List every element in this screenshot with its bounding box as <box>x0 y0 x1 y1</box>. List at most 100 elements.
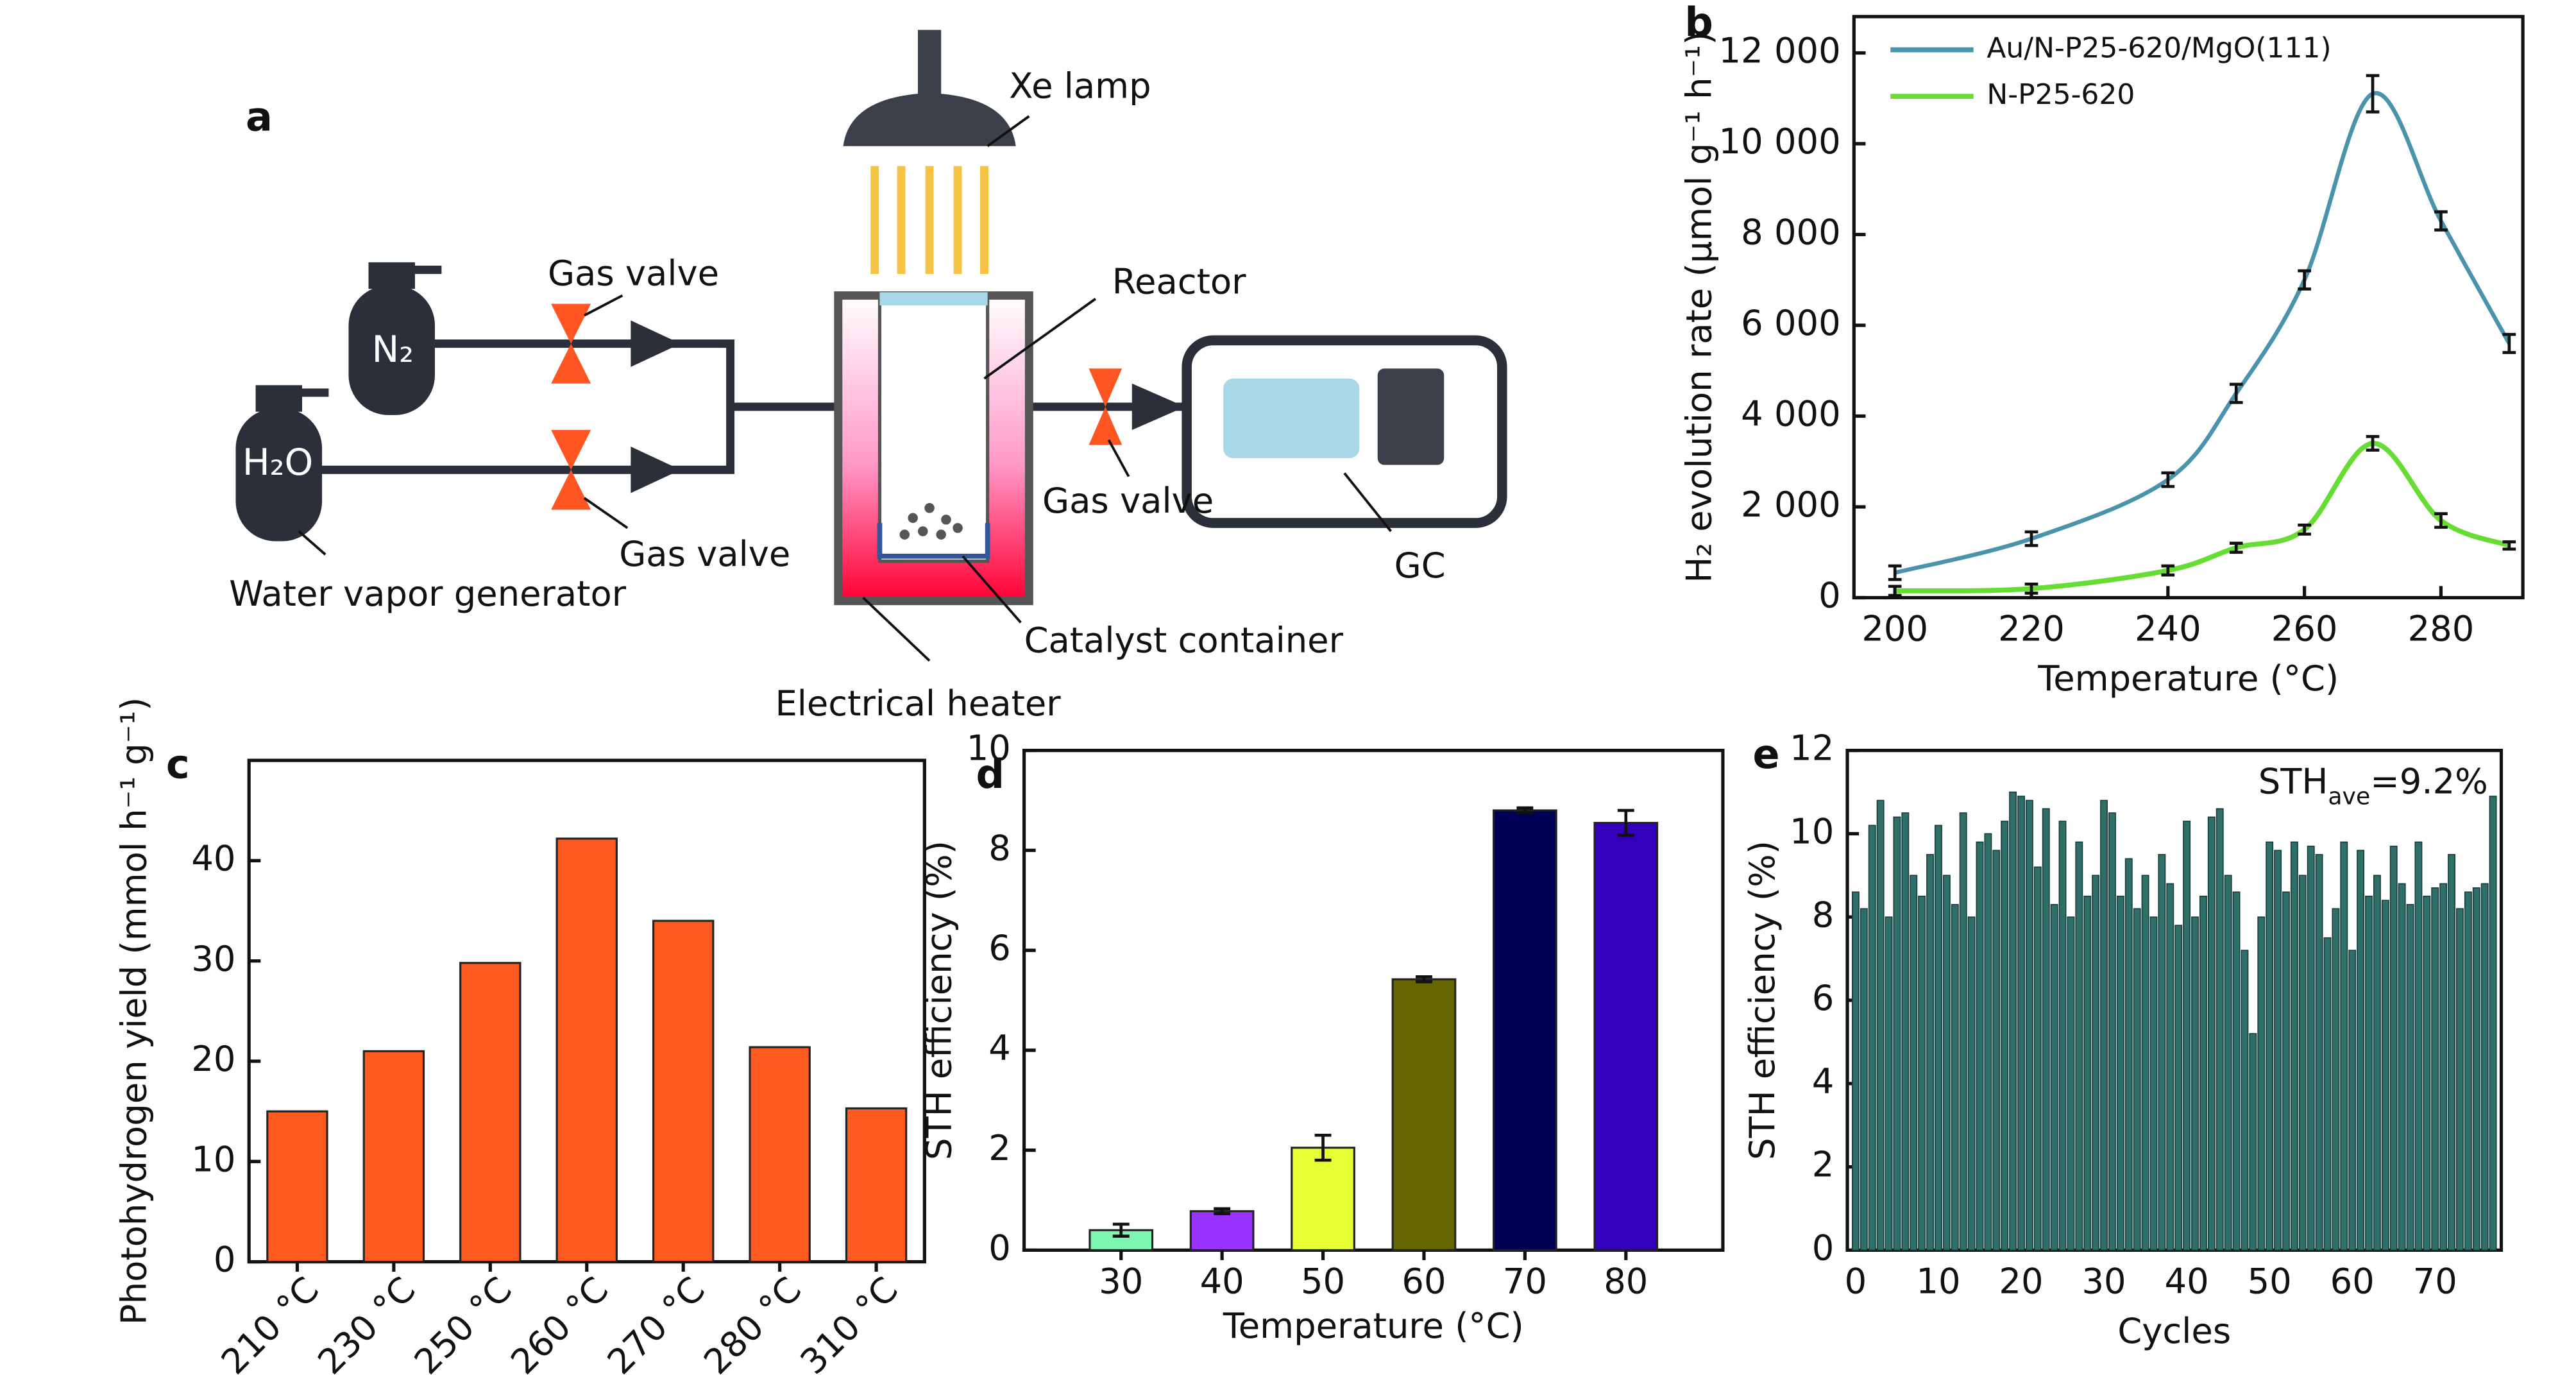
label: Xe lamp <box>1009 65 1151 106</box>
catalyst-dish <box>877 523 990 559</box>
bar <box>1868 824 1876 1251</box>
x-tick-label: 40 <box>1200 1261 1244 1301</box>
light <box>870 166 988 274</box>
error-bar <box>2298 523 2311 536</box>
panel-label: e <box>1753 731 1780 778</box>
x-tick-label: 240 <box>2135 608 2201 649</box>
y-tick-label: 6 <box>988 928 1011 968</box>
y-tick-label: 12 <box>1790 728 1834 769</box>
pointers <box>298 115 1392 662</box>
x-tick-label: 230 °C <box>310 1269 423 1375</box>
bar <box>2149 916 2158 1251</box>
y-tick-label: 6 <box>1812 978 1835 1018</box>
bar <box>2456 908 2464 1251</box>
bar <box>2315 854 2323 1251</box>
error-bar <box>1416 975 1432 984</box>
bar <box>2381 900 2389 1251</box>
x-tick-label: 270 °C <box>600 1269 713 1375</box>
bar <box>1291 1147 1355 1251</box>
bar <box>1926 854 1934 1251</box>
error-bar <box>1617 808 1634 837</box>
error-bar <box>1888 564 1902 581</box>
bar <box>1901 812 1910 1251</box>
x-tick-label: 280 °C <box>696 1269 809 1375</box>
bar <box>2257 916 2266 1251</box>
bar <box>1851 891 1860 1251</box>
bar <box>1942 875 1951 1251</box>
y-tick-label: 30 <box>191 939 235 979</box>
bar <box>2332 908 2340 1251</box>
x-tick-label: 260 °C <box>503 1269 616 1375</box>
error-bar <box>2298 269 2311 291</box>
window <box>879 292 988 306</box>
bar <box>2058 821 2067 1251</box>
bar <box>1918 895 1926 1251</box>
bar <box>2448 854 2455 1251</box>
annotation-part: =9.2% <box>2370 761 2488 801</box>
bar <box>266 1110 328 1263</box>
y-axis-title: STH efficiency (%) <box>919 841 959 1160</box>
panel-label: d <box>976 751 1004 798</box>
bar <box>2290 841 2298 1251</box>
arrows <box>631 320 1185 493</box>
error-bar <box>2434 512 2448 529</box>
bar <box>2067 916 2075 1251</box>
bar <box>2348 950 2357 1251</box>
x-tick-label: 200 <box>1861 608 1928 649</box>
bar <box>2298 875 2307 1251</box>
y-tick-label: 0 <box>1812 1228 1835 1268</box>
lamp-stem <box>917 30 942 100</box>
x-tick-label: 280 <box>2408 608 2475 649</box>
bar <box>2183 821 2191 1251</box>
y-axis-title: STH efficiency (%) <box>1742 841 1783 1160</box>
error-bar <box>2161 471 2175 488</box>
y-tick-label: 8 <box>988 828 1011 868</box>
bar <box>2025 799 2033 1251</box>
bar <box>2224 875 2232 1251</box>
panel-label: a <box>246 93 273 140</box>
bar <box>555 837 618 1263</box>
y-tick-label: 20 <box>191 1039 235 1079</box>
x-tick-label: 10 <box>1916 1261 1960 1301</box>
bar <box>2373 875 2381 1251</box>
bar <box>2431 887 2439 1251</box>
x-tick-label: 30 <box>1099 1261 1143 1301</box>
y-tick-label: 10 <box>191 1139 235 1179</box>
bar <box>2050 903 2058 1251</box>
error-bar <box>2024 530 2038 547</box>
bar <box>2075 841 2083 1251</box>
bar <box>749 1046 811 1263</box>
y-tick-label: 40 <box>191 839 235 879</box>
annotation: STHave=9.2% <box>2258 761 2488 809</box>
bar <box>1876 799 1885 1251</box>
label: Gas valve <box>1042 481 1214 521</box>
y-tick-label: 10 <box>1790 812 1834 852</box>
bar <box>2083 895 2092 1251</box>
bar <box>1951 903 1959 1251</box>
bottle-label: N₂ <box>372 329 414 371</box>
y-axis-title: H₂ evolution rate (µmol g⁻¹ h⁻¹) <box>1679 31 1719 583</box>
bar <box>1493 809 1557 1251</box>
error-bar <box>2366 435 2380 452</box>
bar <box>2472 887 2480 1251</box>
error-bar <box>1314 1133 1332 1162</box>
error-bar <box>1112 1222 1130 1238</box>
x-tick-label: 70 <box>1503 1261 1547 1301</box>
error-bar <box>1214 1207 1231 1215</box>
y-tick-label: 8 000 <box>1741 212 1841 253</box>
bar <box>2108 812 2116 1251</box>
bar <box>2406 903 2414 1251</box>
legend-label: N-P25-620 <box>1987 78 2135 111</box>
label: Electrical heater <box>775 683 1061 724</box>
bar <box>2009 791 2017 1251</box>
bar <box>2141 875 2149 1251</box>
bar <box>2307 846 2315 1251</box>
error-bar <box>2502 540 2516 551</box>
x-tick-label: 220 <box>1998 608 2065 649</box>
bar <box>1992 850 2001 1251</box>
bar <box>1593 821 1659 1251</box>
bar <box>1893 816 1901 1251</box>
bar <box>2158 854 2166 1251</box>
bar <box>1860 908 1868 1251</box>
bar <box>362 1050 425 1263</box>
